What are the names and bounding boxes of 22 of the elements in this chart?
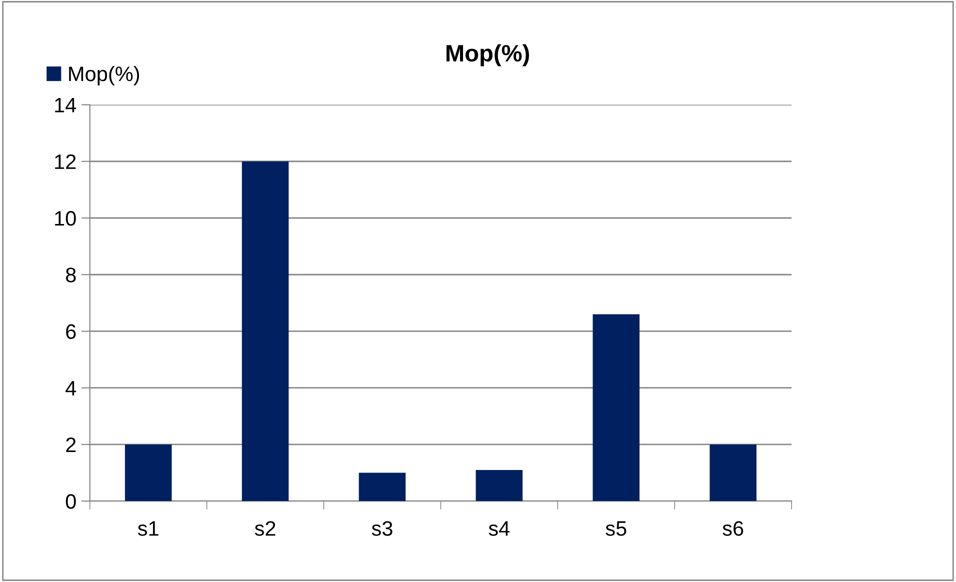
chart-title: Mop(%) (446, 44, 530, 66)
y-tick-label: 6 (66, 324, 76, 339)
x-tick-label: s6 (722, 521, 744, 536)
bar (710, 444, 756, 502)
y-tick-label: 14 (55, 98, 76, 112)
x-tick-label: s1 (138, 521, 158, 536)
bar (358, 472, 406, 502)
y-tick-label: 2 (66, 437, 76, 452)
legend-label: Mop(%) (69, 66, 140, 86)
x-tick-label: s4 (488, 521, 510, 536)
bar (242, 161, 289, 502)
y-tick-label: 0 (66, 494, 76, 509)
x-tick-label: s3 (372, 521, 392, 536)
y-tick-label: 10 (55, 211, 76, 226)
x-tick-label: s5 (606, 521, 626, 536)
bar (476, 470, 523, 502)
y-tick-label: 4 (66, 381, 76, 396)
y-tick-label: 12 (55, 154, 76, 169)
bar (124, 444, 172, 502)
x-tick-label: s2 (254, 521, 276, 536)
bar (592, 314, 640, 502)
y-tick-label: 8 (66, 268, 76, 282)
